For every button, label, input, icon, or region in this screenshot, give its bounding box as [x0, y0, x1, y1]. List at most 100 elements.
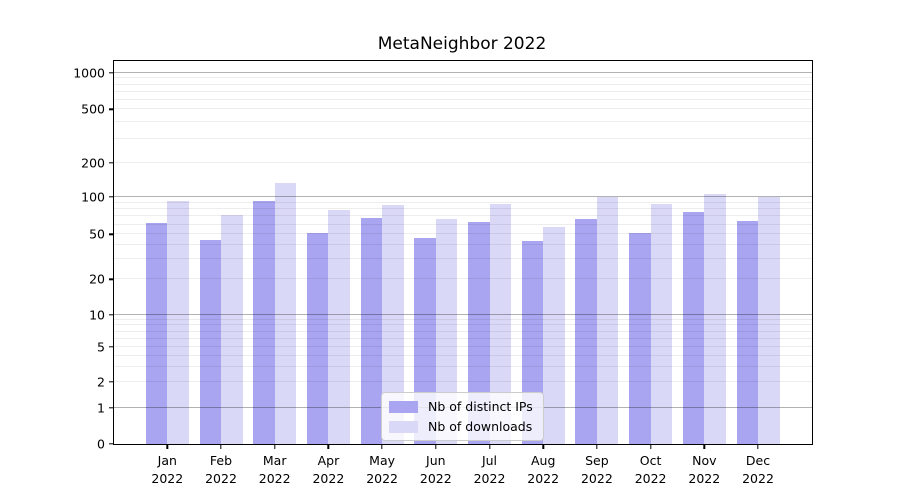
- legend-label-downloads: Nb of downloads: [428, 419, 533, 434]
- y-tick-label: 200: [81, 155, 105, 171]
- x-tick-label-may: May 2022: [366, 453, 398, 487]
- minor-gridline: [114, 77, 812, 79]
- bar-distinct-ips-mar: [253, 200, 275, 444]
- minor-gridline: [114, 381, 812, 382]
- minor-gridline: [114, 324, 812, 326]
- y-tick-mark: [109, 71, 114, 74]
- x-tick-label-jul: Jul 2022: [473, 453, 506, 487]
- bar-downloads-may: [382, 204, 404, 444]
- minor-gridline: [114, 201, 812, 203]
- bar-distinct-ips-feb: [199, 239, 221, 444]
- bar-downloads-mar: [274, 182, 297, 444]
- x-tick-mark: [166, 444, 168, 449]
- y-tick-label: 5: [97, 339, 105, 355]
- y-tick-mark: [109, 314, 114, 316]
- minor-gridline: [114, 233, 812, 235]
- minor-gridline: [114, 337, 812, 339]
- x-tick-label-oct: Oct 2022: [634, 453, 667, 487]
- x-tick-mark: [542, 444, 544, 449]
- minor-gridline: [114, 223, 812, 225]
- minor-gridline: [114, 354, 812, 356]
- y-tick-label: 20: [89, 271, 105, 287]
- x-tick-mark: [327, 444, 330, 449]
- bar-downloads-jun: [435, 218, 458, 444]
- bar-distinct-ips-jul: [468, 221, 490, 444]
- bar-distinct-ips-apr: [306, 233, 329, 444]
- bar-distinct-ips-dec: [736, 221, 758, 444]
- y-tick-mark: [109, 381, 114, 383]
- y-tick-label: 10: [89, 307, 105, 323]
- x-tick-label-feb: Feb 2022: [205, 453, 237, 487]
- minor-gridline: [114, 108, 812, 110]
- y-tick-label: 1: [97, 400, 105, 416]
- minor-gridline: [114, 98, 812, 100]
- minor-gridline: [114, 258, 812, 260]
- x-tick-label-jan: Jan 2022: [151, 453, 184, 487]
- chart-title: MetaNeighbor 2022: [377, 34, 547, 54]
- x-tick-mark: [703, 444, 705, 449]
- y-tick-label: 50: [89, 226, 105, 242]
- major-gridline: [114, 71, 812, 73]
- x-tick-label-sep: Sep 2022: [580, 453, 613, 487]
- bar-downloads-dec: [758, 197, 780, 444]
- y-tick-label: 100: [81, 189, 105, 205]
- bar-distinct-ips-oct: [629, 233, 651, 444]
- y-tick-mark: [109, 196, 114, 198]
- bar-distinct-ips-sep: [575, 219, 597, 444]
- minor-gridline: [114, 330, 812, 332]
- bar-distinct-ips-may: [360, 217, 383, 444]
- legend-item-downloads: Nb of downloads: [389, 419, 533, 434]
- bar-downloads-feb: [221, 214, 243, 444]
- x-tick-mark: [488, 444, 491, 449]
- y-tick-mark: [109, 161, 114, 164]
- minor-gridline: [114, 346, 812, 347]
- x-tick-label-dec: Dec 2022: [742, 453, 774, 487]
- major-gridline: [114, 314, 812, 315]
- x-tick-mark: [273, 444, 276, 449]
- plot-area: 0 1 2 5 10 20 50 100 200 500 1000 Jan 2022 Feb 2022 Mar…: [73, 60, 813, 486]
- x-tick-mark: [381, 444, 383, 449]
- minor-gridline: [114, 278, 812, 280]
- bar-distinct-ips-jan: [145, 222, 168, 444]
- minor-gridline: [114, 138, 812, 140]
- minor-gridline: [114, 215, 812, 217]
- x-tick-mark: [757, 444, 759, 449]
- x-tick-mark: [435, 444, 437, 449]
- bar-downloads-jul: [489, 203, 511, 444]
- y-tick-mark: [109, 108, 114, 110]
- x-tick-label-jun: Jun 2022: [419, 453, 452, 487]
- y-tick-mark: [109, 233, 114, 235]
- bar-downloads-nov: [704, 194, 726, 444]
- x-tick-label-apr: Apr 2022: [312, 453, 345, 487]
- x-tick-label-nov: Nov 2022: [688, 453, 721, 487]
- legend-label-distinct-ips: Nb of distinct IPs: [428, 399, 533, 414]
- y-tick-label: 1000: [73, 65, 105, 81]
- y-tick-mark: [109, 407, 114, 409]
- bar-downloads-jan: [167, 200, 189, 444]
- y-tick-label: 0: [97, 436, 105, 452]
- minor-gridline: [114, 244, 812, 246]
- bar-distinct-ips-nov: [682, 211, 705, 444]
- bar-downloads-aug: [543, 227, 565, 444]
- y-tick-label: 2: [97, 374, 105, 390]
- minor-gridline: [114, 83, 812, 85]
- y-tick-mark: [109, 443, 114, 445]
- legend-item-distinct-ips: Nb of distinct IPs: [389, 399, 533, 414]
- x-tick-label-mar: Mar 2022: [258, 453, 291, 487]
- bar-downloads-sep: [596, 197, 619, 444]
- x-tick-label-aug: Aug 2022: [527, 453, 560, 487]
- legend-swatch-distinct-ips: [389, 400, 418, 413]
- x-tick-mark: [596, 444, 598, 449]
- y-tick-label: 500: [81, 101, 105, 117]
- minor-gridline: [114, 121, 812, 123]
- y-tick-mark: [109, 346, 114, 348]
- y-tick-mark: [109, 278, 114, 280]
- legend: Nb of distinct IPs Nb of downloads: [381, 392, 544, 441]
- bar-downloads-apr: [328, 209, 350, 444]
- minor-gridline: [114, 161, 812, 163]
- minor-gridline: [114, 90, 812, 92]
- minor-gridline: [114, 318, 812, 320]
- minor-gridline: [114, 365, 812, 367]
- x-tick-mark: [649, 444, 652, 449]
